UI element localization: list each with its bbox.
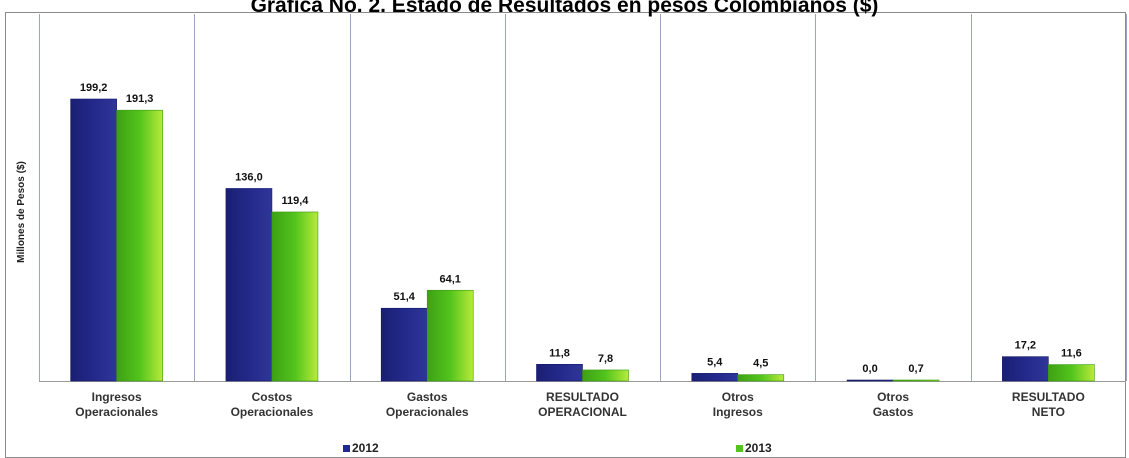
bar-2012-5 — [691, 373, 739, 382]
category-label-7-line-2: NETO — [1032, 405, 1065, 419]
chart-title: Gráfica No. 2. Estado de Resultados en p… — [250, 0, 879, 17]
data-label-2012-7: 17,2 — [1015, 340, 1036, 352]
category-label-4-line-1: RESULTADO — [546, 390, 619, 404]
category-label-3-line-1: Gastos — [407, 390, 448, 404]
category-label-2-line-2: Operacionales — [231, 405, 314, 419]
bar-2013-1 — [116, 109, 163, 382]
bar-2012-7 — [1002, 356, 1049, 382]
bar-2013-2 — [271, 211, 319, 382]
bar-2012-4 — [536, 363, 583, 382]
category-label-1-line-1: Ingresos — [92, 390, 142, 404]
bar-2012-1 — [70, 98, 117, 382]
data-label-2012-2: 136,0 — [235, 171, 263, 183]
bar-2013-3 — [426, 289, 474, 382]
bar-2012-2 — [225, 188, 273, 382]
data-label-2012-1: 199,2 — [80, 82, 108, 94]
legend-swatch-2013 — [736, 445, 743, 452]
bar-2013-5 — [737, 374, 785, 382]
category-label-5-line-1: Otros — [722, 390, 754, 404]
category-label-6-line-1: Otros — [877, 390, 909, 404]
category-label-3-line-2: Operacionales — [386, 405, 469, 419]
data-label-2013-7: 11,6 — [1061, 348, 1082, 360]
data-label-2013-3: 64,1 — [440, 273, 461, 285]
bar-2013-6 — [892, 379, 940, 382]
legend-swatch-2012 — [343, 445, 350, 452]
category-label-2-line-1: Costos — [252, 390, 293, 404]
category-label-7-line-1: RESULTADO — [1012, 390, 1085, 404]
bar-2013-7 — [1048, 364, 1095, 382]
category-label-1-line-2: Operacionales — [75, 405, 158, 419]
data-label-2012-5: 5,4 — [707, 356, 723, 368]
bar-2012-6 — [846, 379, 894, 382]
data-label-2013-4: 7,8 — [598, 353, 613, 365]
data-label-2013-2: 119,4 — [281, 195, 309, 207]
legend-label-2012: 2012 — [352, 441, 379, 454]
bar-2013-4 — [582, 369, 629, 382]
data-label-2012-4: 11,8 — [549, 347, 570, 359]
y-axis-label: Millones de Pesos ($) — [16, 161, 27, 263]
bar-2012-3 — [380, 307, 428, 382]
category-label-6-line-2: Gastos — [873, 405, 914, 419]
data-label-2013-6: 0,7 — [908, 363, 923, 375]
data-label-2012-3: 51,4 — [394, 291, 416, 303]
data-label-2012-6: 0,0 — [862, 363, 877, 375]
data-label-2013-1: 191,3 — [126, 93, 154, 105]
legend-label-2013: 2013 — [745, 441, 772, 454]
data-label-2013-5: 4,5 — [753, 358, 768, 370]
category-label-5-line-2: Ingresos — [713, 405, 763, 419]
category-label-4-line-2: OPERACIONAL — [538, 405, 627, 419]
